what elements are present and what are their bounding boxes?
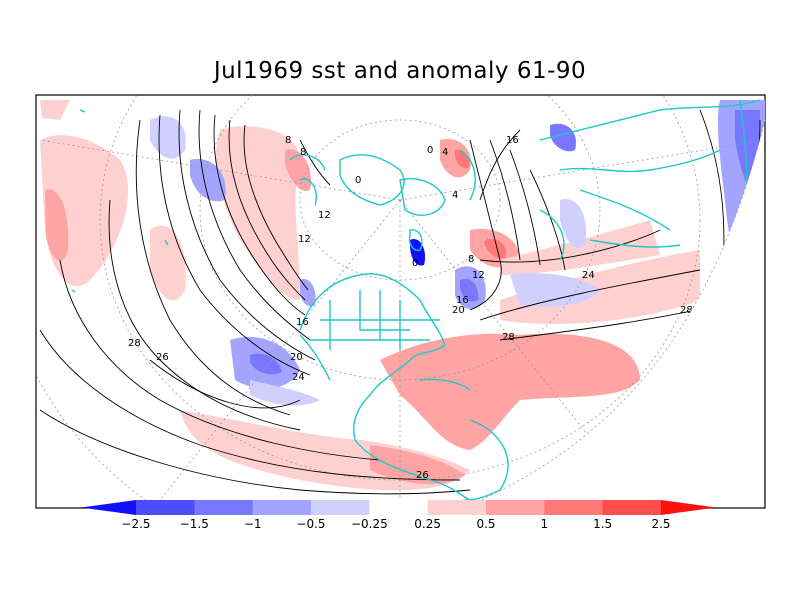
colorbar: −2.5 −1.5 −1 −0.5 −0.25 0.25 0.5 1 1.5 2.5	[81, 500, 716, 531]
colorbar-box	[194, 500, 254, 515]
colorbar-arrow-high	[661, 500, 716, 515]
contour-label-8c: 8	[468, 254, 474, 265]
contour-label-28c: 28	[680, 305, 693, 316]
contour-label-16c: 16	[456, 295, 469, 306]
colorbar-tick-label: 0.25	[414, 517, 441, 531]
colorbar-tick-label: 1.5	[593, 517, 612, 531]
colorbar-box	[136, 500, 195, 515]
contour-label-20a: 20	[290, 352, 303, 363]
contour-label-24b: 24	[582, 270, 595, 281]
contour-label-28a: 28	[128, 338, 141, 349]
colorbar-tick-label: −2.5	[121, 517, 150, 531]
contour-label-4b: 4	[452, 190, 458, 201]
colorbar-box	[252, 500, 312, 515]
contour-label-12b: 12	[298, 234, 311, 245]
colorbar-tick-label: 0.5	[476, 517, 495, 531]
contour-label-4a: 4	[442, 147, 448, 158]
sst-contours	[39, 109, 761, 495]
contour-label-26a: 26	[156, 352, 169, 363]
map-plot-area: 8 8 12 12 16 20 24 26 28 16 12 8 16 20 2…	[36, 95, 765, 505]
colorbar-tick-label: 2.5	[651, 517, 670, 531]
colorbar-tick-label: −1	[244, 517, 262, 531]
map-boundary	[469, 119, 766, 506]
contour-label-20b: 20	[452, 305, 465, 316]
contour-label-12a: 12	[318, 210, 331, 221]
graticule-lines	[36, 95, 765, 505]
contour-label-26b: 26	[416, 470, 429, 481]
contour-label-8a: 8	[285, 135, 291, 146]
colorbar-box	[544, 500, 604, 515]
colorbar-tick-label: −0.5	[296, 517, 325, 531]
colorbar-box	[369, 500, 429, 515]
colorbar-tick-label: −1.5	[180, 517, 209, 531]
contour-label-28b: 28	[502, 332, 515, 343]
colorbar-box	[602, 500, 662, 515]
colorbar-tick-label: 1	[541, 517, 549, 531]
contour-label-24a: 24	[292, 372, 305, 383]
colorbar-box	[311, 500, 370, 515]
warm-anomaly-patches	[40, 100, 700, 491]
contour-label-16a: 16	[296, 317, 309, 328]
contour-label-0b: 0	[427, 145, 433, 156]
contour-labels: 8 8 12 12 16 20 24 26 28 16 12 8 16 20 2…	[128, 135, 765, 481]
contour-label-8b: 8	[300, 147, 306, 158]
colorbar-box	[486, 500, 545, 515]
contour-label-0c: 0	[412, 258, 418, 269]
contour-label-12c: 12	[472, 270, 485, 281]
contour-label-16b: 16	[506, 135, 519, 146]
contour-label-0a: 0	[355, 175, 361, 186]
colorbar-tick-label: −0.25	[351, 517, 388, 531]
colorbar-box	[427, 500, 487, 515]
colorbar-arrow-low	[81, 500, 136, 515]
map-title: Jul1969 sst and anomaly 61-90	[213, 58, 587, 84]
